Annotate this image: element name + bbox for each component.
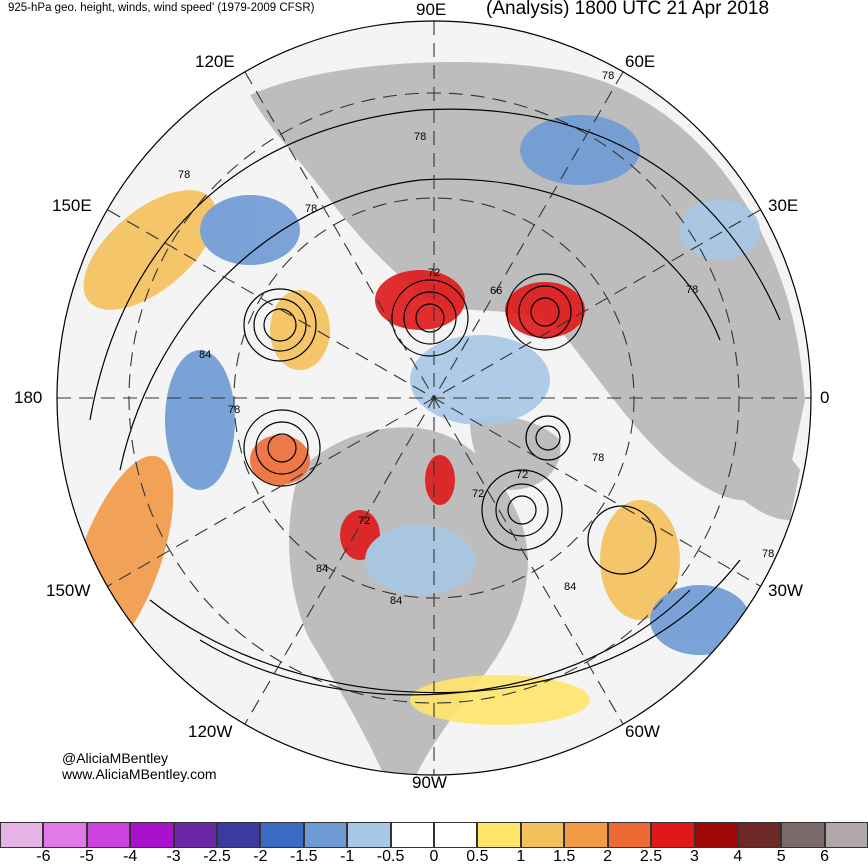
- colorbar-tick-label: 1.5: [553, 848, 576, 865]
- colorbar-tick-label: -1.5: [290, 848, 318, 865]
- colorbar-cell: [434, 822, 478, 848]
- contour-label: 84: [564, 581, 576, 593]
- contour-label: 66: [490, 285, 502, 297]
- colorbar-cell: [173, 822, 218, 848]
- colorbar-tick-label: -3: [166, 848, 181, 865]
- colorbar-tick-label: 6: [820, 848, 830, 865]
- contour-label: 78: [228, 404, 240, 416]
- contour-label: 78: [762, 548, 774, 560]
- colorbar-cell: [217, 822, 261, 848]
- contour-label: 72: [358, 515, 370, 527]
- lon-label-90e: 90E: [416, 0, 447, 19]
- colorbar-tick-label: -2: [253, 848, 268, 865]
- land-eurasia: [250, 62, 805, 501]
- lon-label-120w: 120W: [188, 722, 233, 741]
- map-border: [56, 20, 812, 776]
- contour-label: 78: [414, 131, 426, 143]
- contour-label: 72: [472, 488, 484, 500]
- colorbar-tick-label: 0.5: [466, 848, 489, 865]
- colorbar-cell: [130, 822, 174, 848]
- contour-label: 84: [390, 595, 402, 607]
- colorbar-cell: [520, 822, 565, 848]
- lon-label-180: 180: [14, 388, 43, 407]
- contour-label: 78: [178, 169, 190, 181]
- colorbar-cell: [260, 822, 304, 848]
- contour-label: 72: [516, 469, 528, 481]
- colorbar-ticks: -6 -5 -4 -3 -2.5 -2 -1.5 -1 -0.5 0 0.5 1 1.5 2 2.5 3 4 5 6: [0, 848, 868, 865]
- credit-handle: @AliciaMBentley: [62, 750, 169, 766]
- colorbar-tick-label: 2: [603, 848, 613, 865]
- colorbar-tick-label: 5: [776, 848, 786, 865]
- polar-map: 78 78 78 78 72 66 78 84 78 72 72 78 84 8…: [56, 20, 812, 776]
- contour-label: 78: [592, 452, 604, 464]
- colorbar-cell: [86, 822, 131, 848]
- lon-label-60w: 60W: [625, 722, 660, 741]
- title-left: 925-hPa geo. height, winds, wind speed' …: [8, 2, 315, 14]
- lon-label-150w: 150W: [46, 581, 91, 600]
- lat-lon-grid: [57, 21, 811, 775]
- colorbar: [0, 822, 868, 848]
- contour-label: 78: [305, 203, 317, 215]
- colorbar-cell: [694, 822, 738, 848]
- colorbar-cell: [564, 822, 608, 848]
- land-africa: [700, 420, 800, 520]
- colorbar-cell: [303, 822, 348, 848]
- credit-website: www.AliciaMBentley.com: [62, 766, 217, 782]
- colorbar-tick-label: -2.5: [203, 848, 231, 865]
- colorbar-tick-label: -1: [340, 848, 355, 865]
- contour-label: 84: [199, 349, 211, 361]
- colorbar-tick-label: 4: [733, 848, 743, 865]
- colorbar-cell: [477, 822, 521, 848]
- contour-label: 78: [602, 70, 614, 82]
- height-contours: [89, 108, 781, 696]
- colorbar-cell: [607, 822, 652, 848]
- colorbar-cell: [737, 822, 782, 848]
- colorbar-cell: [390, 822, 435, 848]
- colorbar-tick-label: 1: [516, 848, 526, 865]
- colorbar-tick-label: 3: [689, 848, 699, 865]
- colorbar-tick-label: -6: [36, 848, 51, 865]
- title-right: (Analysis) 1800 UTC 21 Apr 2018: [486, 0, 770, 19]
- colorbar-tick-label: -0.5: [376, 848, 405, 865]
- colorbar-cell: [651, 822, 695, 848]
- lon-label-30e: 30E: [768, 196, 799, 215]
- colorbar-tick-label: -4: [123, 848, 138, 865]
- contour-label: 72: [428, 267, 440, 279]
- colorbar-cell: [347, 822, 391, 848]
- lon-label-150e: 150E: [52, 196, 92, 215]
- contour-label: 84: [316, 563, 328, 575]
- lon-label-120e: 120E: [195, 52, 235, 71]
- colorbar-tick-label: -5: [79, 848, 94, 865]
- colorbar-tick-label: 0: [429, 848, 439, 865]
- colorbar-cell: [0, 822, 44, 848]
- lon-label-60e: 60E: [625, 52, 656, 71]
- colorbar-cell: [43, 822, 87, 848]
- contour-label: 78: [686, 284, 698, 296]
- colorbar-cell: [781, 822, 825, 848]
- colorbar-tick-label: 2.5: [639, 848, 663, 865]
- contour-value-labels: 78 78 78 78 72 66 78 84 78 72 72 78 84 8…: [178, 70, 774, 607]
- colorbar-cell: [824, 822, 868, 848]
- lon-label-30w: 30W: [768, 581, 803, 600]
- land-greenland: [470, 416, 561, 490]
- lon-label-90w: 90W: [412, 773, 447, 792]
- lon-label-0: 0: [820, 388, 830, 407]
